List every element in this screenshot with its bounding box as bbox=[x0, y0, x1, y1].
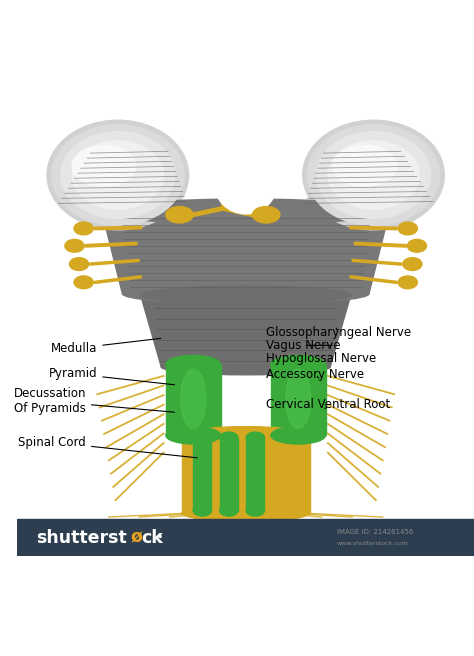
Ellipse shape bbox=[246, 432, 264, 443]
Ellipse shape bbox=[166, 356, 220, 374]
Polygon shape bbox=[246, 438, 264, 510]
Text: Spinal Cord: Spinal Cord bbox=[18, 436, 197, 458]
Text: Glossopharyngeal Nerve: Glossopharyngeal Nerve bbox=[266, 326, 411, 339]
Ellipse shape bbox=[74, 276, 93, 289]
Polygon shape bbox=[166, 365, 220, 436]
Ellipse shape bbox=[72, 141, 164, 209]
Text: Vagus Nerve: Vagus Nerve bbox=[266, 339, 341, 352]
Text: Decussation
Of Pyramids: Decussation Of Pyramids bbox=[13, 387, 174, 415]
Ellipse shape bbox=[303, 120, 444, 230]
Text: Accessory Nerve: Accessory Nerve bbox=[266, 368, 365, 381]
Ellipse shape bbox=[52, 125, 184, 225]
Ellipse shape bbox=[181, 369, 206, 428]
Ellipse shape bbox=[253, 207, 280, 223]
Polygon shape bbox=[193, 438, 211, 510]
Text: Hypoglossal Nerve: Hypoglossal Nerve bbox=[266, 352, 376, 365]
Ellipse shape bbox=[70, 258, 89, 270]
Ellipse shape bbox=[332, 146, 396, 186]
Polygon shape bbox=[141, 295, 351, 367]
Polygon shape bbox=[271, 365, 326, 436]
Text: ø: ø bbox=[130, 529, 142, 546]
Ellipse shape bbox=[403, 258, 422, 270]
Ellipse shape bbox=[398, 276, 418, 289]
Text: www.shutterstock.com: www.shutterstock.com bbox=[337, 541, 409, 546]
Ellipse shape bbox=[65, 239, 84, 252]
Polygon shape bbox=[102, 212, 390, 294]
Bar bbox=[18, 519, 474, 556]
Text: shutterst: shutterst bbox=[36, 529, 127, 546]
Ellipse shape bbox=[61, 132, 175, 218]
Polygon shape bbox=[182, 436, 310, 513]
Polygon shape bbox=[219, 438, 238, 510]
Ellipse shape bbox=[166, 207, 193, 223]
Ellipse shape bbox=[182, 426, 310, 444]
Ellipse shape bbox=[161, 359, 330, 375]
Ellipse shape bbox=[219, 505, 238, 516]
Text: IMAGE ID: 214261456: IMAGE ID: 214261456 bbox=[337, 529, 413, 535]
Ellipse shape bbox=[398, 222, 418, 235]
Ellipse shape bbox=[271, 356, 326, 374]
Ellipse shape bbox=[166, 426, 220, 444]
Ellipse shape bbox=[286, 369, 311, 428]
Ellipse shape bbox=[214, 150, 278, 214]
Ellipse shape bbox=[407, 239, 427, 252]
Ellipse shape bbox=[102, 199, 390, 224]
Text: Cervical Ventral Root: Cervical Ventral Root bbox=[266, 398, 391, 411]
Ellipse shape bbox=[72, 146, 136, 186]
Text: ck: ck bbox=[142, 529, 164, 546]
Text: Medulla: Medulla bbox=[51, 338, 161, 355]
Ellipse shape bbox=[141, 286, 351, 304]
Ellipse shape bbox=[307, 125, 440, 225]
Ellipse shape bbox=[219, 432, 238, 443]
Ellipse shape bbox=[182, 504, 310, 522]
Ellipse shape bbox=[74, 222, 93, 235]
Ellipse shape bbox=[122, 283, 369, 304]
Ellipse shape bbox=[271, 426, 326, 444]
Ellipse shape bbox=[328, 141, 419, 209]
Ellipse shape bbox=[317, 132, 430, 218]
Text: ·: · bbox=[157, 529, 163, 546]
Ellipse shape bbox=[193, 432, 211, 443]
Ellipse shape bbox=[246, 505, 264, 516]
Text: Pyramid: Pyramid bbox=[49, 367, 174, 385]
Ellipse shape bbox=[47, 120, 189, 230]
Ellipse shape bbox=[193, 505, 211, 516]
